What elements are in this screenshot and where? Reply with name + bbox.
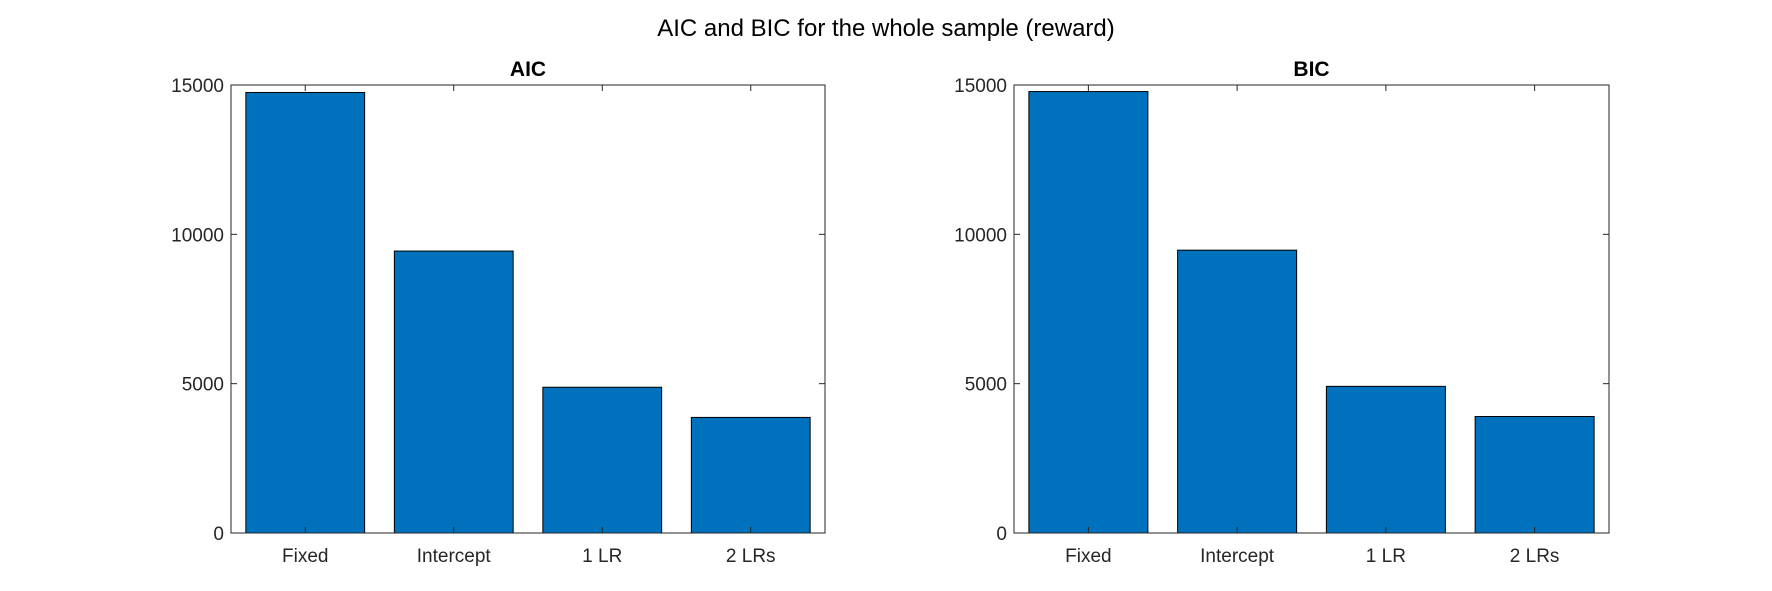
aic-bar-fixed [245,91,366,534]
aic-ytick-label: 5000 [182,375,224,396]
bic-bar-intercept [1177,249,1298,534]
aic-axes: Fixed Intercept 1 LR 2 LRs 0 5000 10000 15000 AI… [171,58,826,567]
bic-ytick-label: 10000 [954,225,1007,246]
aic-title: AIC [510,58,546,81]
aic-xtick-label: 1 LR [582,546,622,567]
bic-axes: Fixed Intercept 1 LR 2 LRs 0 5000 10000 15000 BI… [954,58,1610,567]
aic-ytick-label: 15000 [171,76,224,97]
bic-axes-box [1013,84,1610,534]
bic-ytick-label: 15000 [954,76,1007,97]
bic-bar-1-lr [1325,385,1446,534]
bic-xtick-label: 1 LR [1366,546,1406,567]
aic-bar-2-lrs [690,416,811,534]
aic-xtick-label: 2 LRs [726,546,776,567]
aic-axes-box [230,84,826,534]
bic-bar-2-lrs [1474,416,1595,534]
figure-title: AIC and BIC for the whole sample (reward… [657,15,1115,42]
aic-xtick-label: Intercept [417,546,492,567]
bic-ytick-label: 0 [996,524,1007,545]
aic-bar-1-lr [542,386,663,534]
aic-ytick-label: 10000 [171,225,224,246]
bic-xtick-label: Fixed [1065,546,1111,567]
bic-xtick-label: Intercept [1200,546,1275,567]
aic-ytick-label: 0 [213,524,224,545]
aic-xtick-label: Fixed [282,546,328,567]
bic-xtick-label: 2 LRs [1510,546,1560,567]
axes-layer: Fixed Intercept 1 LR 2 LRs 0 5000 10000 15000 AI… [171,58,1610,567]
bic-bar-fixed [1028,91,1149,534]
bic-title: BIC [1293,58,1329,81]
bic-ytick-label: 5000 [965,375,1007,396]
aic-bar-intercept [393,250,514,534]
